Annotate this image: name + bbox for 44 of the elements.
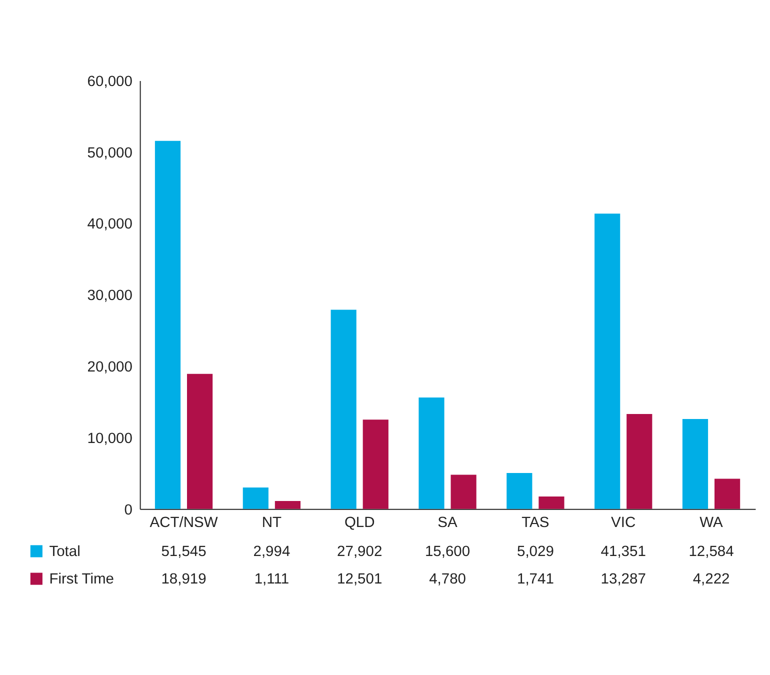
bar (506, 472, 532, 509)
legend-label: Total (49, 544, 80, 560)
data-label: 1,111 (254, 572, 290, 588)
data-label: 1,741 (516, 572, 554, 588)
data-label: 4,780 (429, 572, 466, 588)
bar (626, 414, 652, 509)
y-tick-label: 60,000 (87, 74, 132, 90)
data-label: 4,222 (692, 572, 730, 588)
data-label: 27,902 (337, 544, 382, 560)
data-label: 13,287 (600, 572, 646, 588)
data-label: 41,351 (600, 544, 646, 560)
bar (330, 310, 356, 509)
data-label: 51,545 (161, 544, 206, 560)
data-label: 18,919 (161, 572, 206, 588)
y-tick-label: 20,000 (87, 360, 132, 376)
bar (594, 214, 620, 509)
y-tick-label: 10,000 (87, 430, 132, 447)
y-tick-label: 0 (124, 502, 132, 518)
y-tick-label: 40,000 (87, 216, 132, 233)
x-tick-label: NT (262, 515, 282, 532)
x-tick-label: QLD (344, 515, 375, 532)
y-tick-label: 50,000 (87, 145, 132, 162)
x-tick-label: SA (438, 515, 458, 532)
data-label: 2,994 (253, 544, 290, 560)
data-label: 12,501 (337, 572, 382, 588)
legend-label: First Time (49, 572, 114, 588)
x-tick-label: WA (700, 515, 724, 532)
x-tick-label: ACT/NSW (150, 515, 218, 532)
y-tick-label: 30,000 (87, 288, 132, 304)
bar (450, 474, 476, 509)
bar (682, 419, 708, 509)
data-label: 5,029 (516, 544, 554, 560)
data-label: 12,584 (688, 544, 734, 560)
bar (274, 500, 301, 509)
x-tick-label: TAS (522, 515, 550, 532)
bar (538, 496, 564, 509)
bar (242, 488, 268, 509)
bar (362, 420, 388, 509)
bar (418, 398, 444, 509)
bar (714, 478, 740, 509)
bar (187, 374, 213, 509)
bar (154, 140, 181, 509)
data-label: 15,600 (424, 544, 470, 560)
x-tick-label: VIC (611, 515, 636, 532)
